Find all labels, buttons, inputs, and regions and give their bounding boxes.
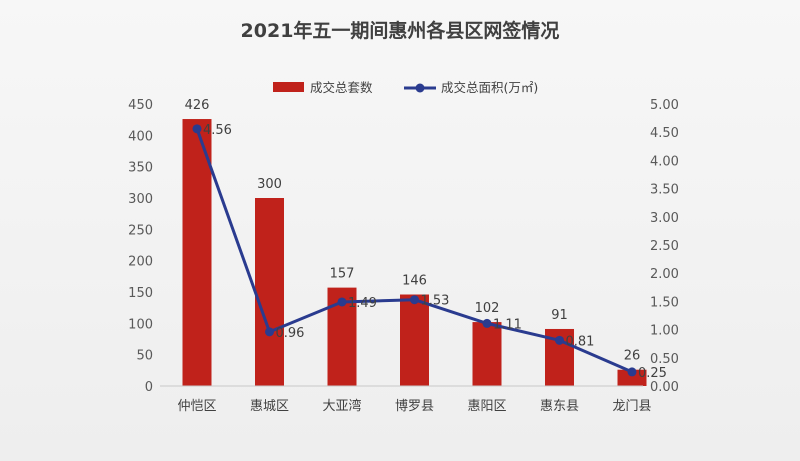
line-data-label: 1.53 xyxy=(421,294,450,309)
right-axis-tick-label: 3.00 xyxy=(650,211,679,226)
x-axis-tick-label: 仲恺区 xyxy=(177,399,216,414)
legend-swatch-marker xyxy=(415,83,425,93)
legend: 成交总套数 成交总面积(万㎡) xyxy=(273,80,538,95)
bar-data-label: 157 xyxy=(330,267,355,282)
x-axis-tick-label: 大亚湾 xyxy=(322,398,361,414)
x-axis-tick-label: 惠城区 xyxy=(250,399,289,414)
right-axis-tick-label: 1.00 xyxy=(650,324,679,339)
line-data-label: 4.56 xyxy=(203,123,232,138)
line-point xyxy=(627,367,637,377)
line-data-label: 1.49 xyxy=(348,296,377,311)
left-axis-tick-label: 200 xyxy=(128,255,153,270)
bar xyxy=(182,119,212,386)
left-axis-tick-label: 100 xyxy=(128,317,153,332)
bar-data-label: 426 xyxy=(185,98,210,113)
left-axis-tick-label: 50 xyxy=(136,349,153,364)
left-axis-tick-label: 250 xyxy=(128,223,153,238)
right-axis-tick-label: 1.50 xyxy=(650,295,679,310)
line-point xyxy=(410,295,419,305)
right-axis: 0.00 0.50 1.00 1.50 2.00 2.50 3.00 3.50 4.00 4.50… xyxy=(650,98,679,395)
line-data-label: 1.11 xyxy=(493,317,522,332)
line-point xyxy=(482,318,492,328)
left-axis-tick-label: 450 xyxy=(128,98,153,113)
line-series: 4.56 0.96 1.49 1.53 1.11 0.81 0.25 xyxy=(192,123,667,381)
left-axis-tick-label: 400 xyxy=(128,129,153,144)
left-axis-tick-label: 150 xyxy=(128,286,153,301)
legend-item-line: 成交总面积(万㎡) xyxy=(404,80,538,95)
bar-data-label: 102 xyxy=(475,301,500,316)
chart-title: 2021年五一期间惠州各县区网签情况 xyxy=(241,19,560,42)
right-axis-tick-label: 4.00 xyxy=(650,154,679,169)
bar-data-label: 91 xyxy=(551,308,568,323)
bar xyxy=(255,198,284,386)
bar xyxy=(617,369,647,386)
legend-swatch-bar xyxy=(273,82,304,92)
line-point xyxy=(192,124,202,134)
line-data-label: 0.25 xyxy=(638,366,667,381)
x-axis-tick-label: 龙门县 xyxy=(612,399,651,414)
legend-item-bar: 成交总套数 xyxy=(273,80,373,95)
line-data-label: 0.96 xyxy=(276,326,305,341)
right-axis-tick-label: 3.50 xyxy=(650,183,679,198)
legend-label-line: 成交总面积(万㎡) xyxy=(441,80,538,95)
bar-data-label: 300 xyxy=(257,177,282,192)
line-data-label: 0.81 xyxy=(566,334,595,349)
right-axis-tick-label: 2.00 xyxy=(650,267,679,282)
x-axis-tick-label: 惠阳区 xyxy=(467,399,506,414)
bar xyxy=(472,322,502,386)
right-axis-tick-label: 5.00 xyxy=(650,98,679,113)
line-point xyxy=(265,327,274,337)
x-axis: 仲恺区 惠城区 大亚湾 博罗县 惠阳区 惠东县 龙门县 xyxy=(160,385,652,414)
x-axis-tick-label: 博罗县 xyxy=(395,399,434,414)
legend-label-bar: 成交总套数 xyxy=(310,80,373,95)
right-axis-tick-label: 2.50 xyxy=(650,239,679,254)
left-axis-tick-label: 0 xyxy=(145,380,153,395)
left-axis-tick-label: 300 xyxy=(128,192,153,207)
line-point xyxy=(337,297,347,307)
bar-data-label: 146 xyxy=(402,274,427,289)
bar-data-label: 26 xyxy=(624,349,641,364)
line-point xyxy=(555,335,564,345)
left-axis: 0 50 100 150 200 250 300 350 400 450 xyxy=(128,98,153,395)
right-axis-tick-label: 4.50 xyxy=(650,126,679,141)
bar xyxy=(400,294,429,386)
left-axis-tick-label: 350 xyxy=(128,161,153,176)
right-axis-tick-label: 0.50 xyxy=(650,352,679,367)
x-axis-tick-label: 惠东县 xyxy=(540,399,579,414)
right-axis-tick-label: 0.00 xyxy=(650,380,679,395)
